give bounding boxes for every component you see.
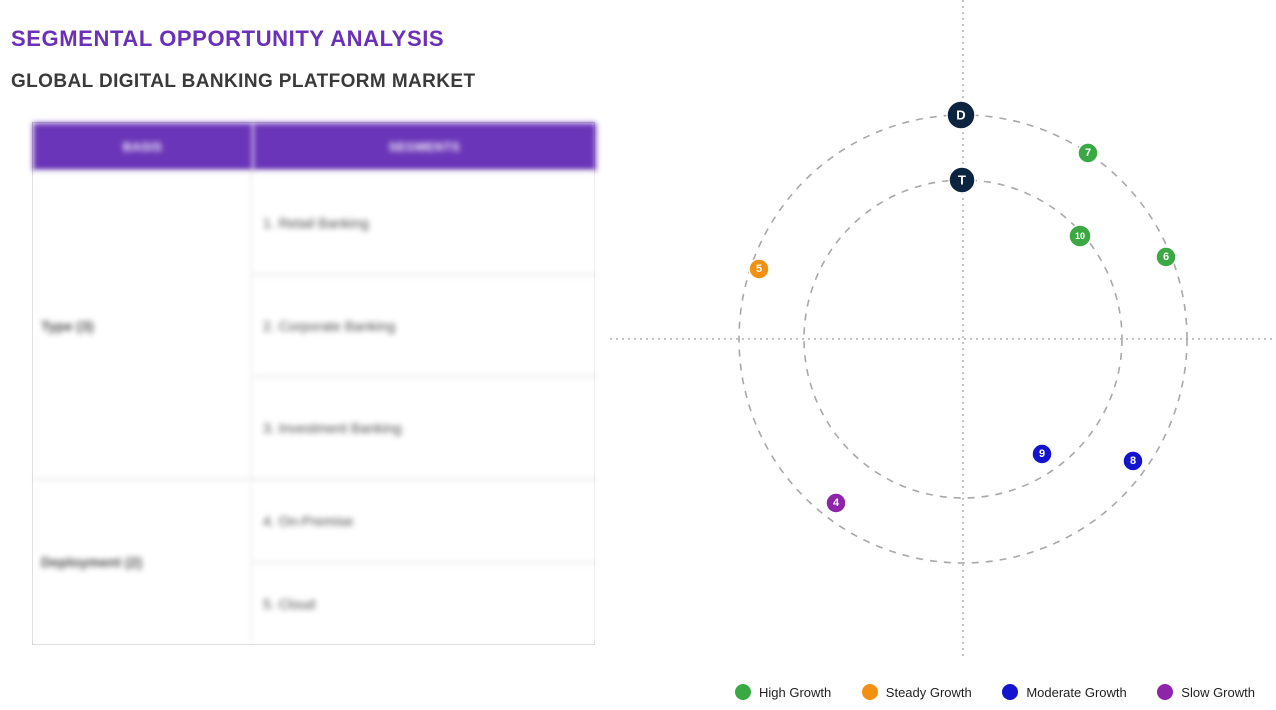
bubble-D-label: D	[956, 108, 965, 123]
bubble-4-label: 4	[833, 497, 840, 509]
bubble-6-circle	[1155, 246, 1177, 268]
segment-cell: 5. Cloud	[253, 562, 596, 644]
bubble-7-circle	[1077, 142, 1099, 164]
bubble-chart-svg: D T 7 10 6 5 9 8 4	[610, 0, 1276, 657]
bubble-T-circle	[948, 166, 976, 194]
table-header-segments: SEGMENTS	[253, 123, 596, 171]
bubble-7: 7	[1077, 142, 1099, 164]
legend-item-moderate-growth: Moderate Growth	[1002, 684, 1127, 700]
high-growth-dot-icon	[735, 684, 751, 700]
bubble-6: 6	[1155, 246, 1177, 268]
basis-cell-type: Type (3)	[33, 171, 253, 479]
bubble-D-circle	[946, 100, 976, 130]
segment-cell: 1. Retail Banking	[253, 171, 596, 274]
bubble-5: 5	[748, 258, 770, 280]
bubble-D: D	[946, 100, 976, 130]
bubble-9-circle	[1031, 443, 1053, 465]
bubble-10-label: 10	[1075, 231, 1085, 241]
segments-table: BASIS SEGMENTS Type (3) 1. Retail Bankin…	[32, 122, 596, 645]
bubble-8-label: 8	[1130, 455, 1136, 467]
bubble-8-circle	[1122, 450, 1144, 472]
bubble-4-circle	[825, 492, 847, 514]
bubble-T: T	[948, 166, 976, 194]
segment-cell: 2. Corporate Banking	[253, 274, 596, 376]
legend-item-steady-growth: Steady Growth	[861, 684, 972, 700]
bubble-5-label: 5	[756, 263, 762, 275]
bubble-4: 4	[825, 492, 847, 514]
bubble-6-label: 6	[1163, 251, 1169, 263]
bubble-9: 9	[1031, 443, 1053, 465]
steady-growth-dot-icon	[861, 684, 878, 700]
page-subtitle: GLOBAL DIGITAL BANKING PLATFORM MARKET	[11, 71, 476, 92]
legend-item-high-growth: High Growth	[735, 684, 831, 700]
basis-cell-deployment: Deployment (2)	[33, 479, 253, 644]
bubble-8: 8	[1122, 450, 1144, 472]
moderate-growth-dot-icon	[1002, 684, 1019, 700]
opportunity-bubble-chart: D T 7 10 6 5 9 8 4	[610, 0, 1276, 660]
segment-cell: 4. On-Premise	[253, 479, 596, 562]
bubble-10: 10	[1068, 224, 1092, 248]
legend-label: Steady Growth	[885, 684, 972, 700]
segment-cell: 3. Investment Banking	[253, 376, 596, 479]
bubble-T-label: T	[958, 173, 966, 188]
bubble-9-label: 9	[1039, 448, 1045, 460]
bubble-5-circle	[748, 258, 770, 280]
legend-label: Slow Growth	[1181, 684, 1255, 700]
legend-item-slow-growth: Slow Growth	[1157, 684, 1255, 700]
page-title: SEGMENTAL OPPORTUNITY ANALYSIS	[11, 26, 445, 51]
bubble-7-label: 7	[1085, 147, 1091, 159]
legend-label: Moderate Growth	[1026, 684, 1127, 700]
legend-label: High Growth	[759, 684, 832, 700]
slow-growth-dot-icon	[1157, 684, 1174, 700]
table-header-basis: BASIS	[33, 123, 253, 171]
bubble-10-circle	[1068, 224, 1092, 248]
chart-legend: High Growth Steady Growth Moderate Growt…	[735, 684, 1255, 700]
